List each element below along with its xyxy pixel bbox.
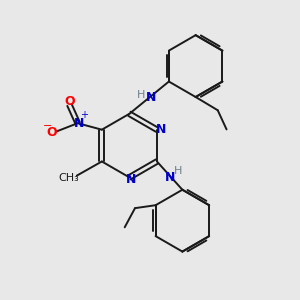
Text: −: − bbox=[42, 121, 52, 131]
Text: N: N bbox=[156, 123, 166, 136]
Text: +: + bbox=[80, 110, 88, 120]
Text: CH₃: CH₃ bbox=[58, 173, 79, 183]
Text: N: N bbox=[126, 173, 136, 186]
Text: O: O bbox=[46, 126, 56, 140]
Text: N: N bbox=[146, 91, 156, 104]
Text: H: H bbox=[174, 166, 182, 176]
Text: O: O bbox=[64, 94, 75, 108]
Text: H: H bbox=[137, 90, 145, 100]
Text: N: N bbox=[74, 117, 84, 130]
Text: N: N bbox=[164, 171, 175, 184]
